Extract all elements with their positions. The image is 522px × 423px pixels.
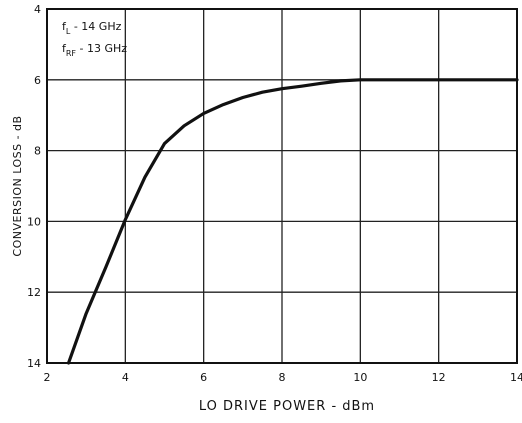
annotation-subscript: L [66,27,71,36]
x-tick-label: 14 [510,371,522,384]
y-tick-label: 8 [34,145,41,158]
conversion-loss-curve [66,78,519,365]
x-tick-label: 2 [44,371,51,384]
y-tick-labels: 4 6 8 10 12 14 [27,3,41,370]
x-tick-label: 6 [200,371,207,384]
plot-frame [46,8,518,364]
y-axis-title: CONVERSION LOSS - dB [11,115,24,256]
annotation-symbol: f [62,20,67,33]
x-tick-label: 10 [353,371,367,384]
y-tick-label: 12 [27,286,41,299]
x-tick-label: 8 [279,371,286,384]
y-tick-label: 6 [34,74,41,87]
x-tick-labels: 2 4 6 8 10 12 14 [44,371,522,384]
annotation-subscript: RF [66,49,77,58]
x-axis-title: LO DRIVE POWER - dBm [199,399,375,414]
grid [46,8,518,364]
frequency-annotation: fL - 14 GHz [62,20,122,36]
x-tick-label: 12 [432,371,446,384]
annotation-symbol: f [62,42,67,55]
annotation-value: - 14 GHz [70,20,121,33]
annotation-value: - 13 GHz [76,42,127,55]
y-tick-label: 10 [27,215,41,228]
x-tick-label: 4 [122,371,129,384]
frequency-annotation: fRF - 13 GHz [62,42,127,58]
plot-border [46,8,518,364]
y-tick-label: 4 [34,3,41,16]
y-tick-label: 14 [27,357,41,370]
